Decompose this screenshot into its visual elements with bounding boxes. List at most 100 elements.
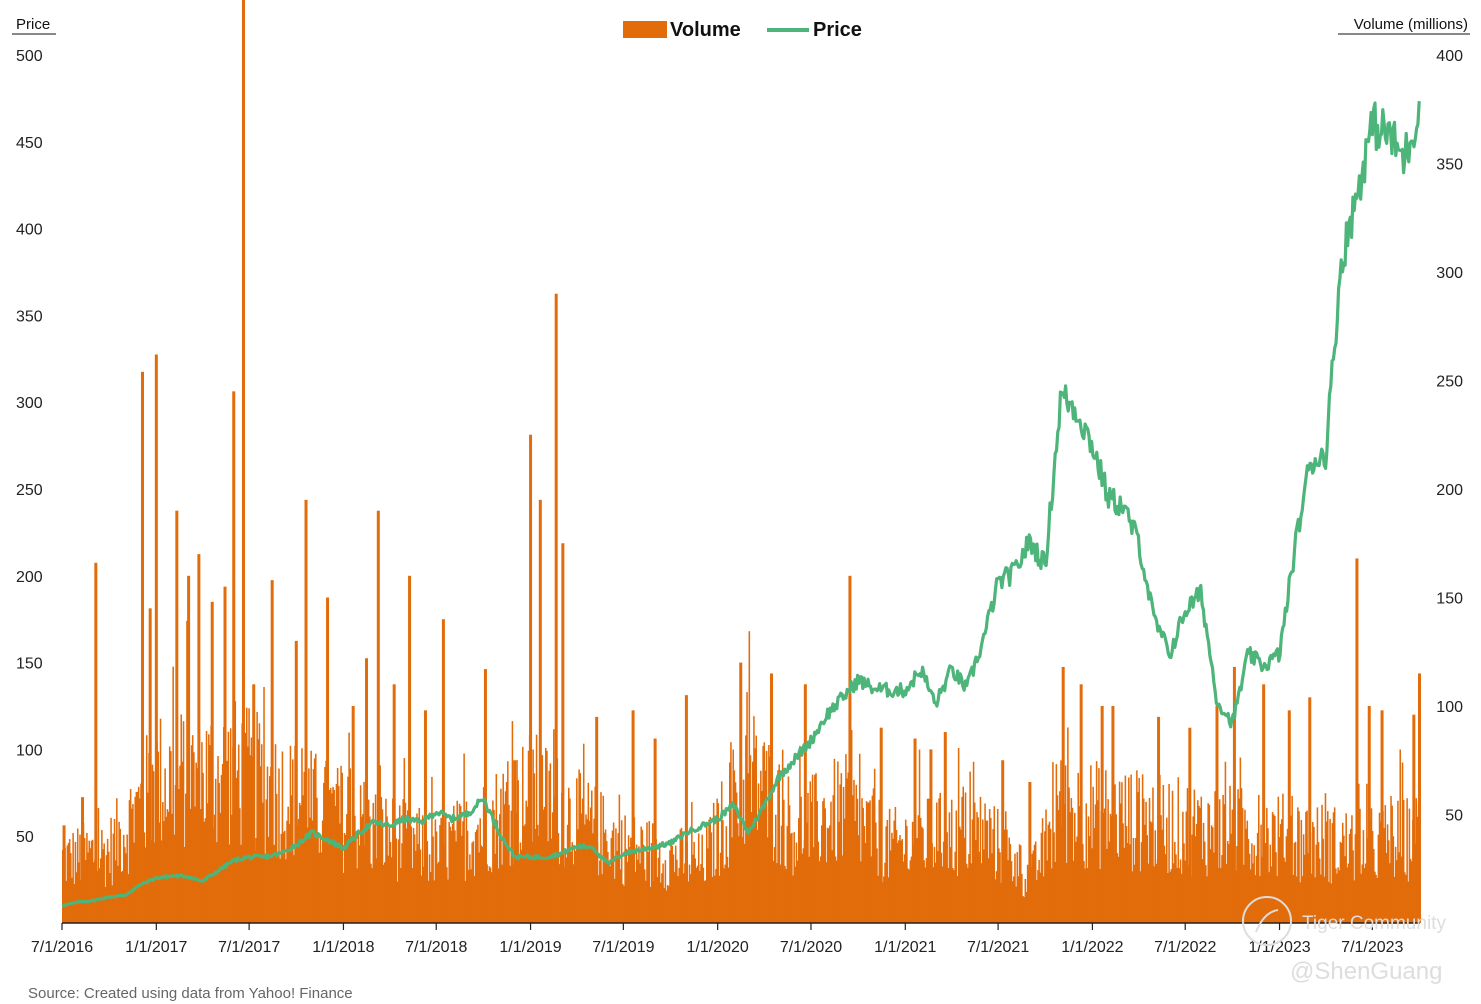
source-note: Source: Created using data from Yahoo! F… <box>28 985 353 1002</box>
volume-bar <box>1317 842 1320 923</box>
volume-bar <box>234 701 237 923</box>
volume-bar <box>1139 871 1142 923</box>
x-tick-label: 1/1/2019 <box>499 939 561 956</box>
volume-bar <box>706 825 708 923</box>
volume-bar <box>592 833 594 923</box>
volume-bar <box>1070 798 1073 923</box>
volume-bar <box>397 839 400 923</box>
volume-bar <box>737 823 739 923</box>
volume-bar <box>1123 847 1125 923</box>
volume-bar <box>856 798 859 923</box>
right-axis-title: Volume (millions) <box>1354 16 1468 33</box>
volume-bar <box>641 829 644 923</box>
volume-bar <box>1024 879 1027 923</box>
volume-bar <box>1328 881 1330 923</box>
volume-bar <box>1281 819 1283 923</box>
volume-bar <box>517 780 519 923</box>
volume-bar <box>1241 808 1244 923</box>
volume-bar <box>1069 812 1071 923</box>
volume-bar <box>741 836 744 923</box>
volume-bar <box>75 872 78 923</box>
volume-bar <box>1360 873 1362 923</box>
volume-bar <box>191 735 194 923</box>
volume-bar <box>1393 876 1396 923</box>
volume-bar <box>1060 760 1062 923</box>
volume-bar <box>154 842 156 923</box>
volume-bar <box>1040 832 1043 923</box>
volume-bar <box>703 880 706 923</box>
volume-bar <box>558 864 561 923</box>
volume-bar <box>1245 828 1247 923</box>
volume-bar <box>1108 841 1111 923</box>
volume-bar <box>380 797 383 923</box>
volume-bar <box>676 859 678 923</box>
volume-bar <box>1220 867 1222 923</box>
volume-bar <box>1054 861 1056 923</box>
volume-bar <box>127 874 130 923</box>
volume-bar <box>185 793 187 923</box>
volume-bar <box>436 863 439 923</box>
volume-bar <box>1114 784 1116 923</box>
volume-bar <box>1153 866 1155 923</box>
volume-bar <box>858 753 861 923</box>
volume-bar <box>963 837 966 923</box>
volume-bar <box>250 737 253 923</box>
volume-bar <box>1415 798 1418 923</box>
volume-bar <box>1178 868 1181 923</box>
volume-bar <box>214 778 217 923</box>
volume-spike <box>913 738 917 923</box>
volume-bar <box>831 850 833 923</box>
volume-bar <box>407 810 409 923</box>
volume-bar <box>396 881 399 923</box>
volume-bar <box>865 801 868 923</box>
volume-bar <box>862 807 864 923</box>
volume-bar <box>1048 821 1051 923</box>
volume-bar <box>535 734 538 923</box>
volume-bar <box>293 855 295 923</box>
volume-bar <box>474 831 477 923</box>
volume-bar <box>827 828 830 923</box>
volume-bar <box>459 805 462 923</box>
volume-bar <box>1224 761 1227 923</box>
volume-bar <box>1145 801 1147 923</box>
volume-bar <box>388 827 391 923</box>
volume-bar <box>1201 859 1204 923</box>
volume-bar <box>876 848 878 923</box>
volume-bar <box>1226 840 1229 923</box>
volume-bar <box>1129 844 1131 923</box>
volume-bar <box>213 814 216 923</box>
volume-bar <box>964 792 967 923</box>
volume-bar <box>1154 830 1157 923</box>
volume-bar <box>487 871 490 923</box>
right-tick-label: 250 <box>1436 374 1463 391</box>
volume-bar <box>446 867 448 923</box>
volume-bar <box>346 814 348 923</box>
volume-bar <box>239 808 241 923</box>
volume-bar <box>821 825 823 923</box>
volume-bar <box>263 687 265 923</box>
volume-bar <box>385 798 387 923</box>
volume-bar <box>787 776 790 923</box>
volume-bar <box>1363 867 1366 923</box>
volume-bar <box>1000 882 1002 923</box>
volume-bar <box>1239 757 1242 923</box>
volume-bar <box>971 819 974 923</box>
volume-bar <box>300 805 302 923</box>
volume-bar <box>924 867 927 923</box>
volume-bar <box>809 781 812 923</box>
volume-bar <box>995 871 998 923</box>
volume-bar <box>1318 858 1321 923</box>
volume-bar <box>1293 842 1296 923</box>
volume-bar <box>1056 795 1059 923</box>
volume-bar <box>482 787 485 923</box>
volume-bar <box>604 829 607 923</box>
volume-bar <box>870 856 872 923</box>
left-tick-label: 100 <box>16 742 43 759</box>
volume-bar <box>372 802 375 923</box>
volume-bar <box>1370 808 1373 923</box>
volume-bar <box>1374 871 1376 923</box>
volume-bar <box>190 745 193 923</box>
volume-bar <box>373 824 376 923</box>
volume-bar <box>591 790 593 923</box>
volume-bar <box>1182 811 1184 923</box>
